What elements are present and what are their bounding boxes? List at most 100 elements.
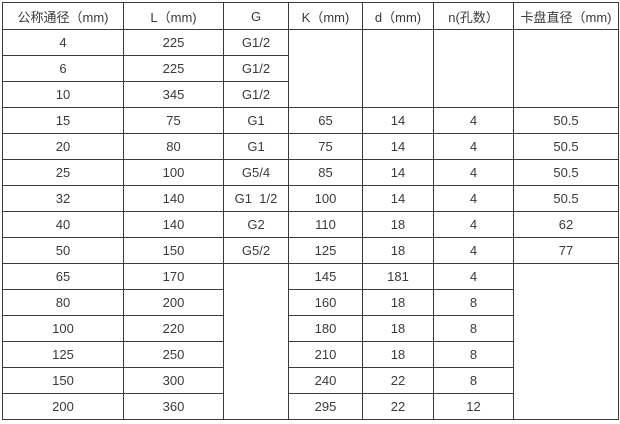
col-header-thread-g: G	[223, 2, 289, 30]
table-cell: 14	[362, 107, 434, 134]
table-cell: 225	[123, 29, 224, 56]
table-cell: G5/2	[223, 237, 289, 264]
table-cell: 100	[123, 159, 224, 186]
table-row: 20 80 G1 75 14 4 50.5	[2, 133, 619, 160]
table-cell: 50.5	[513, 159, 619, 186]
table-cell: 18	[362, 211, 434, 238]
merged-empty-cell	[513, 263, 619, 420]
table-cell: 8	[433, 315, 514, 342]
table-cell: 14	[362, 159, 434, 186]
table-cell: 8	[433, 367, 514, 394]
table-header: 公称通径（mm) L（mm) G K（mm) d（mm) n(孔数） 卡盘直径（…	[2, 2, 619, 30]
table-cell: 14	[362, 185, 434, 212]
table-cell: 65	[288, 107, 363, 134]
table-cell: 181	[362, 263, 434, 290]
table-cell: 125	[2, 341, 124, 368]
table-cell: G2	[223, 211, 289, 238]
table-cell: 4	[433, 237, 514, 264]
merged-empty-cell	[223, 263, 289, 420]
table-cell: 85	[288, 159, 363, 186]
col-header-chuck-diameter: 卡盘直径（mm)	[513, 2, 619, 30]
col-header-hole-count-n: n(孔数）	[433, 2, 514, 30]
table-row: 80 200 160 18 8	[2, 289, 619, 316]
table-cell: 80	[123, 133, 224, 160]
table-cell: 75	[288, 133, 363, 160]
table-cell: 32	[2, 185, 124, 212]
table-cell: 200	[2, 393, 124, 420]
table-cell: 80	[2, 289, 124, 316]
table-cell: 50.5	[513, 185, 619, 212]
table-cell: 14	[362, 133, 434, 160]
table-cell: 210	[288, 341, 363, 368]
table-cell: G1/2	[223, 81, 289, 108]
table-cell: G1	[223, 107, 289, 134]
table-row: 32 140 G1 1/2 100 14 4 50.5	[2, 185, 619, 212]
table-cell: 20	[2, 133, 124, 160]
col-header-hole-diameter-d: d（mm)	[362, 2, 434, 30]
table-row: 200 360 295 22 12	[2, 393, 619, 420]
table-cell: 25	[2, 159, 124, 186]
table-cell: 180	[288, 315, 363, 342]
table-cell: 150	[123, 237, 224, 264]
table-cell: 4	[433, 185, 514, 212]
table-cell: 75	[123, 107, 224, 134]
table-cell: 40	[2, 211, 124, 238]
table-cell: G1	[223, 133, 289, 160]
header-row: 公称通径（mm) L（mm) G K（mm) d（mm) n(孔数） 卡盘直径（…	[2, 2, 619, 30]
table-cell: 12	[433, 393, 514, 420]
table-cell: 4	[433, 133, 514, 160]
table-cell: 140	[123, 185, 224, 212]
table-cell: 145	[288, 263, 363, 290]
table-row: 125 250 210 18 8	[2, 341, 619, 368]
table-cell: 240	[288, 367, 363, 394]
table-row: 25 100 G5/4 85 14 4 50.5	[2, 159, 619, 186]
table-cell: 4	[433, 159, 514, 186]
table-cell: 50	[2, 237, 124, 264]
table-cell: 110	[288, 211, 363, 238]
table-cell: 140	[123, 211, 224, 238]
table-cell: 10	[2, 81, 124, 108]
table-cell: 4	[433, 107, 514, 134]
table-cell: 62	[513, 211, 619, 238]
table-cell: 18	[362, 289, 434, 316]
table-row: 6 225 G1/2	[2, 55, 619, 82]
table-cell: 250	[123, 341, 224, 368]
table-cell: 4	[2, 29, 124, 56]
col-header-nominal-diameter: 公称通径（mm)	[2, 2, 124, 30]
table-cell: 4	[433, 211, 514, 238]
table-cell: 100	[288, 185, 363, 212]
table-cell: G5/4	[223, 159, 289, 186]
table-cell: 8	[433, 341, 514, 368]
table-cell: 18	[362, 315, 434, 342]
col-header-bolt-circle-k: K（mm)	[288, 2, 363, 30]
table-cell: 200	[123, 289, 224, 316]
table-cell: 18	[362, 341, 434, 368]
table-cell: 170	[123, 263, 224, 290]
table-row: 150 300 240 22 8	[2, 367, 619, 394]
merged-empty-cell	[433, 29, 514, 108]
table-row: 65 170 145 181 4	[2, 263, 619, 420]
table-row: 15 75 G1 65 14 4 50.5	[2, 107, 619, 134]
table-cell: 125	[288, 237, 363, 264]
table-cell: 8	[433, 289, 514, 316]
table-cell: 300	[123, 367, 224, 394]
table-cell: 50.5	[513, 107, 619, 134]
table-row: 4 225 G1/2	[2, 29, 619, 108]
table-cell: 6	[2, 55, 124, 82]
table-row: 50 150 G5/2 125 18 4 77	[2, 237, 619, 264]
table-cell: G1 1/2	[223, 185, 289, 212]
table-cell: 22	[362, 393, 434, 420]
table-cell: 18	[362, 237, 434, 264]
table-cell: 150	[2, 367, 124, 394]
table-row: 40 140 G2 110 18 4 62	[2, 211, 619, 238]
table-cell: 220	[123, 315, 224, 342]
table-cell: 65	[2, 263, 124, 290]
table-cell: 345	[123, 81, 224, 108]
table-cell: 360	[123, 393, 224, 420]
table-cell: 225	[123, 55, 224, 82]
table-cell: 50.5	[513, 133, 619, 160]
table-cell: 77	[513, 237, 619, 264]
table-cell: 4	[433, 263, 514, 290]
